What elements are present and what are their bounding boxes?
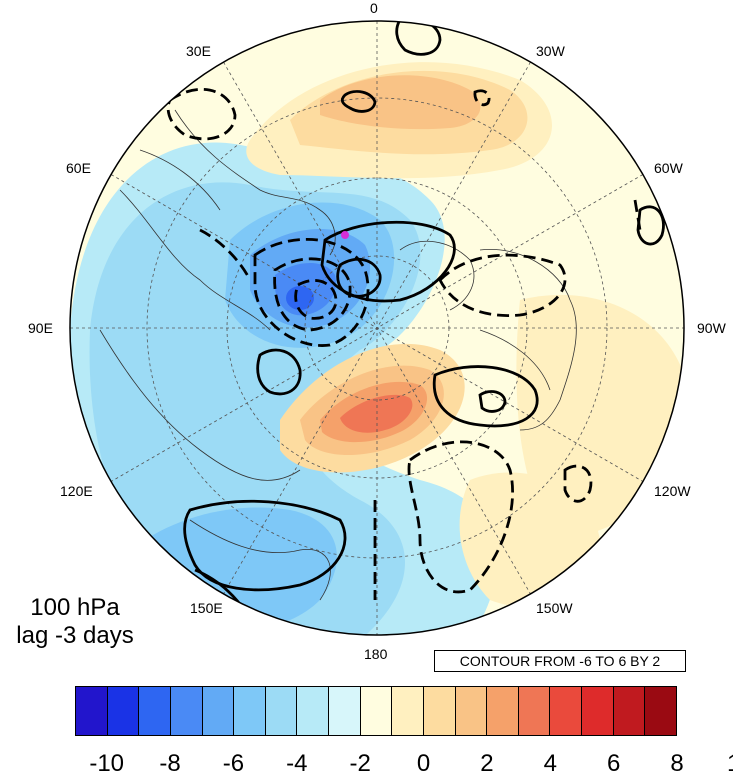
colorbar-tick-label: 2 [480, 750, 494, 777]
lon-label-180: 180 [364, 646, 388, 662]
colorbar-tick-label: 8 [670, 750, 684, 777]
colorbar-box [582, 687, 614, 735]
lag-label: lag -3 days [16, 622, 134, 649]
pressure-level-label: 100 hPa [30, 594, 120, 621]
map-boundary [69, 20, 685, 636]
colorbar-box [392, 687, 424, 735]
colorbar-box [487, 687, 519, 735]
colorbar-tick-label: 10 [727, 750, 733, 778]
lon-label-60w: 60W [654, 160, 683, 176]
coastlines [99, 109, 577, 601]
grid-lines [70, 21, 684, 635]
contour-info-box: CONTOUR FROM -6 TO 6 BY 2 [434, 650, 686, 672]
lon-label-30w: 30W [536, 43, 565, 59]
colorbar-box [645, 687, 676, 735]
lon-label-120w: 120W [654, 483, 691, 499]
colorbar-box [297, 687, 329, 735]
colorbar-box [107, 687, 140, 735]
colorbar-tick-label: 4 [543, 750, 557, 777]
shading-field [70, 21, 684, 635]
lon-label-0: 0 [370, 0, 378, 16]
colorbar-tick-label: -2 [349, 750, 371, 777]
colorbar-tick-label: 6 [606, 750, 621, 777]
lon-label-150e: 150E [190, 600, 223, 616]
colorbar-box [139, 687, 171, 735]
location-marker [341, 231, 349, 239]
lon-label-150w: 150W [536, 600, 573, 616]
lon-label-90e: 90E [28, 320, 53, 336]
colorbar-box [265, 687, 298, 735]
colorbar-box [170, 687, 203, 735]
colorbar-box [613, 687, 646, 735]
colorbar-box [423, 687, 456, 735]
colorbar-tick-label: -10 [89, 750, 125, 777]
colorbar-box [329, 687, 361, 735]
colorbar-box [455, 687, 488, 735]
colorbar-box [202, 687, 235, 735]
colorbar-box [360, 687, 393, 735]
colorbar-box [234, 687, 266, 735]
colorbar-tick-label: -8 [159, 750, 181, 777]
colorbar-box [76, 687, 108, 735]
colorbar-box [518, 687, 551, 735]
colorbar-tick-label: 0 [416, 750, 431, 777]
colorbar [75, 686, 677, 736]
contour-lines [166, 21, 665, 621]
colorbar-tick-label: -4 [286, 750, 308, 777]
colorbar-tick-label: -6 [222, 750, 245, 777]
lon-label-30e: 30E [186, 43, 211, 59]
lon-label-120e: 120E [60, 483, 93, 499]
lon-label-60e: 60E [66, 160, 91, 176]
colorbar-box [550, 687, 582, 735]
lon-label-90w: 90W [697, 320, 726, 336]
